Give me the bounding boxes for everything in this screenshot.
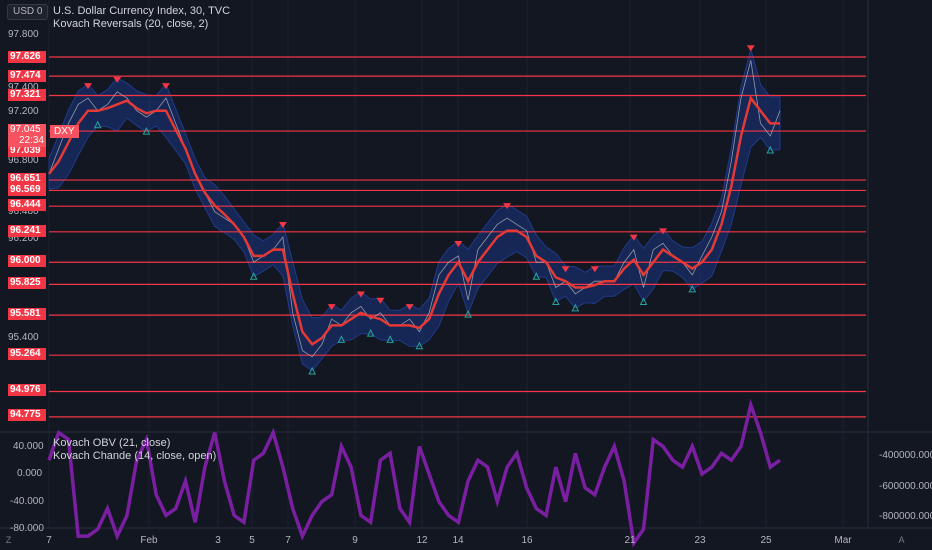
- level-label: 94.976: [8, 384, 46, 396]
- sell-signal-marker: [629, 234, 638, 241]
- x-axis-label: 12: [416, 535, 428, 546]
- x-axis-label: 5: [249, 535, 255, 546]
- buy-signal-marker: [93, 120, 102, 129]
- horizontal-levels: [49, 56, 866, 418]
- sell-signal-marker: [405, 304, 414, 311]
- sell-signal-marker: [561, 266, 570, 273]
- sell-signal-marker: [503, 203, 512, 210]
- auto-scale-toggle[interactable]: A: [898, 535, 905, 545]
- x-axis-label: 14: [452, 535, 464, 546]
- level-label: 97.039: [8, 145, 46, 157]
- symbol-legend[interactable]: U.S. Dollar Currency Index, 30, TVC: [53, 5, 231, 17]
- oscillator-line: [47, 398, 782, 548]
- osc-tick: 0.000: [17, 468, 43, 479]
- buy-signal-marker: [249, 272, 258, 280]
- x-axis-label: 7: [285, 535, 291, 546]
- buy-signal-marker: [766, 145, 775, 154]
- log-scale-toggle[interactable]: Z: [5, 535, 12, 545]
- level-label: 97.626: [8, 51, 46, 63]
- sell-signal-marker: [356, 291, 365, 298]
- obv-tick: -400000.000: [879, 450, 932, 461]
- current-price-label: 97.045: [8, 124, 46, 136]
- x-axis-label: Mar: [834, 535, 852, 546]
- currency-button[interactable]: USD 0: [7, 4, 49, 20]
- buy-signal-marker: [142, 126, 151, 135]
- symbol-tag: DXY: [50, 125, 79, 138]
- sell-signal-marker: [278, 222, 287, 228]
- sell-signal-marker: [83, 83, 92, 90]
- sell-signal-marker: [590, 266, 599, 273]
- level-label: 96.241: [8, 225, 46, 237]
- buy-signal-marker: [571, 303, 580, 312]
- signal-markers: [83, 45, 775, 375]
- price-tick: 96.200: [8, 233, 39, 244]
- volatility-band: [48, 46, 781, 372]
- x-axis-label: 3: [215, 535, 221, 546]
- buy-signal-marker: [532, 272, 541, 280]
- bar-countdown: 22:34: [8, 135, 46, 147]
- level-label: 94.775: [8, 409, 46, 421]
- sell-signal-marker: [327, 304, 336, 311]
- osc-tick: -40.000: [10, 496, 44, 507]
- price-tick: 96.800: [8, 155, 39, 166]
- price-tick: 96.480: [8, 206, 39, 217]
- price-tick: 97.800: [8, 29, 39, 40]
- buy-signal-marker: [366, 328, 375, 337]
- buy-signal-marker: [415, 341, 424, 350]
- x-axis-label: 9: [352, 535, 358, 546]
- buy-signal-marker: [386, 335, 394, 343]
- price-tick: 97.200: [8, 106, 39, 117]
- chande-legend[interactable]: Kovach Chande (14, close, open): [53, 450, 217, 462]
- indicator-legend[interactable]: Kovach Reversals (20, close, 2): [53, 18, 209, 30]
- level-label: 95.264: [8, 348, 46, 360]
- x-axis-label: Feb: [140, 535, 158, 546]
- x-axis-label: 25: [760, 535, 772, 546]
- sell-signal-marker: [454, 240, 463, 247]
- sell-signal-marker: [376, 297, 385, 304]
- buy-signal-marker: [688, 284, 697, 293]
- price-tick: 95.400: [8, 332, 39, 343]
- buy-signal-marker: [552, 297, 560, 305]
- level-label: 95.581: [8, 308, 46, 320]
- osc-tick: 40.000: [13, 441, 44, 452]
- level-label: 95.825: [8, 277, 46, 289]
- sell-signal-marker: [659, 228, 668, 235]
- currency-label: USD: [13, 6, 35, 17]
- obv-tick: -600000.000: [879, 481, 932, 492]
- level-label: 97.474: [8, 70, 46, 82]
- sell-signal-marker: [161, 83, 170, 90]
- reversal-line: [48, 95, 780, 346]
- sell-signal-marker: [113, 76, 122, 83]
- buy-signal-marker: [337, 335, 346, 343]
- x-axis-label: 23: [694, 535, 706, 546]
- osc-tick: -80.000: [10, 523, 44, 534]
- price-tick: 97.400: [8, 82, 39, 93]
- level-label: 97.321: [8, 89, 46, 101]
- buy-signal-marker: [639, 297, 648, 305]
- obv-legend[interactable]: Kovach OBV (21, close): [53, 437, 171, 449]
- sell-signal-marker: [746, 45, 755, 52]
- level-label: 96.569: [8, 184, 46, 196]
- level-label: 96.000: [8, 255, 46, 267]
- currency-value: 0: [36, 6, 43, 17]
- x-axis-label: 16: [521, 535, 533, 546]
- x-axis-label: 21: [624, 535, 636, 546]
- buy-signal-marker: [464, 310, 472, 318]
- x-axis-label: 7: [46, 535, 52, 546]
- obv-tick: -800000.000: [879, 511, 932, 522]
- level-label: 96.651: [8, 173, 46, 185]
- buy-signal-marker: [308, 366, 316, 375]
- level-label: 96.444: [8, 199, 46, 211]
